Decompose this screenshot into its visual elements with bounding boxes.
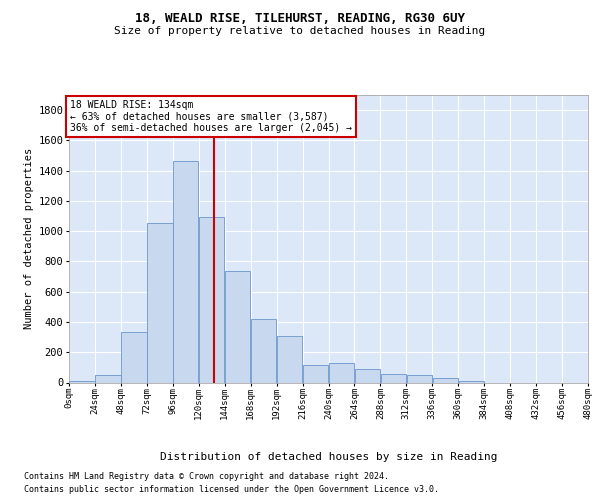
Bar bbox=[355, 369, 380, 382]
Bar bbox=[147, 223, 173, 382]
Bar bbox=[277, 336, 302, 382]
Text: 18 WEALD RISE: 134sqm
← 63% of detached houses are smaller (3,587)
36% of semi-d: 18 WEALD RISE: 134sqm ← 63% of detached … bbox=[70, 100, 352, 132]
Bar bbox=[173, 161, 199, 382]
Text: Contains public sector information licensed under the Open Government Licence v3: Contains public sector information licen… bbox=[24, 485, 439, 494]
Bar bbox=[251, 319, 277, 382]
Bar bbox=[199, 217, 224, 382]
Bar bbox=[225, 272, 250, 382]
Bar bbox=[407, 375, 432, 382]
Bar bbox=[121, 332, 146, 382]
Text: Size of property relative to detached houses in Reading: Size of property relative to detached ho… bbox=[115, 26, 485, 36]
Text: Distribution of detached houses by size in Reading: Distribution of detached houses by size … bbox=[160, 452, 497, 462]
Bar bbox=[303, 364, 328, 382]
Bar bbox=[380, 374, 406, 382]
Y-axis label: Number of detached properties: Number of detached properties bbox=[24, 148, 34, 330]
Text: 18, WEALD RISE, TILEHURST, READING, RG30 6UY: 18, WEALD RISE, TILEHURST, READING, RG30… bbox=[135, 12, 465, 26]
Bar bbox=[458, 381, 484, 382]
Bar bbox=[95, 375, 121, 382]
Bar bbox=[329, 363, 354, 382]
Text: Contains HM Land Registry data © Crown copyright and database right 2024.: Contains HM Land Registry data © Crown c… bbox=[24, 472, 389, 481]
Bar bbox=[433, 378, 458, 382]
